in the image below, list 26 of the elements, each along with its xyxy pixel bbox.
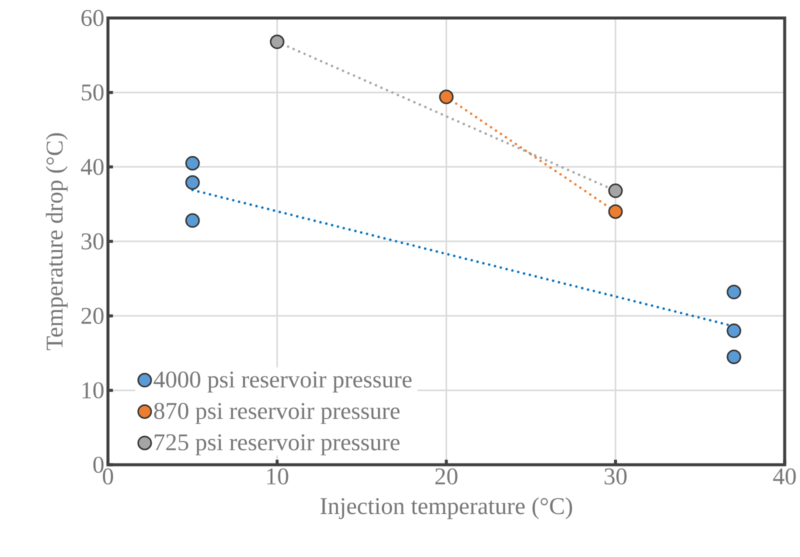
point xyxy=(270,34,284,50)
y-tick-label: 60 xyxy=(81,10,104,26)
point xyxy=(726,350,742,364)
x-tick-label: 30 xyxy=(604,468,627,485)
point xyxy=(185,213,200,228)
legend-label: 4000 psi reservoir pressure xyxy=(154,372,412,393)
legend-label: 725 psi reservoir pressure xyxy=(154,434,400,456)
x-axis-title: Injection temperature (°C) xyxy=(320,497,572,520)
y-tick-label: 30 xyxy=(82,233,104,250)
point xyxy=(185,156,200,171)
point xyxy=(726,324,742,338)
point xyxy=(185,175,200,190)
legend-label: 870 psi reservoir pressure xyxy=(154,402,400,424)
point xyxy=(439,90,454,104)
point xyxy=(726,284,742,300)
y-tick-label: 40 xyxy=(80,158,104,176)
point xyxy=(608,204,623,219)
x-tick-label: 40 xyxy=(773,468,796,485)
y-tick-label: 20 xyxy=(82,308,104,324)
x-tick-label: 10 xyxy=(267,468,288,485)
y-tick-label: 50 xyxy=(82,84,104,101)
x-tick-label: 20 xyxy=(435,468,458,485)
y-axis-title: Temperature drop (°C) xyxy=(46,133,68,350)
y-tick-label: 10 xyxy=(82,382,104,399)
y-tick-label: 0 xyxy=(93,456,104,474)
point xyxy=(608,184,623,198)
